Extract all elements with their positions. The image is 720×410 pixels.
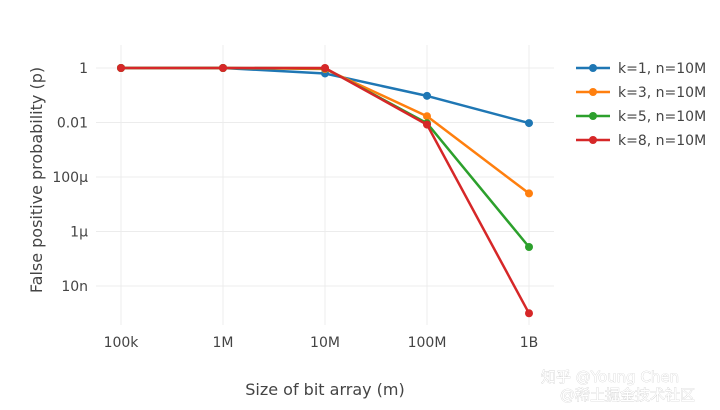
y-axis-ticks: 1 0.01 100μ 1μ 10n	[52, 61, 88, 295]
data-point	[423, 91, 431, 100]
data-point	[219, 64, 227, 72]
x-axis-ticks: 100k 1M 10M 100M 1B	[104, 335, 539, 351]
legend[interactable]: k=1, n=10M k=3, n=10M k=5, n=10M k=8, n=10M	[576, 61, 706, 149]
x-tick-label: 100M	[408, 335, 447, 351]
watermark-juejin: @稀土掘金技术社区	[560, 386, 695, 404]
legend-label: k=1, n=10M	[618, 61, 706, 77]
x-tick-label: 1M	[213, 335, 234, 351]
data-point	[525, 242, 533, 251]
y-tick-label: 1	[79, 61, 88, 77]
legend-item-1[interactable]: k=1, n=10M	[576, 61, 706, 77]
y-tick-label: 10n	[61, 279, 88, 295]
legend-item-3[interactable]: k=5, n=10M	[576, 109, 706, 125]
data-point	[117, 64, 125, 72]
data-point	[525, 189, 533, 198]
data-point	[525, 119, 533, 128]
legend-item-2[interactable]: k=3, n=10M	[576, 85, 706, 101]
data-point	[423, 120, 431, 129]
legend-swatch-marker	[589, 88, 597, 96]
watermark-zhihu: 知乎 @Young Chen	[541, 368, 679, 386]
x-tick-label: 1B	[520, 335, 539, 351]
data-point	[525, 309, 533, 318]
legend-swatch-marker	[589, 136, 597, 144]
y-tick-label: 0.01	[57, 116, 88, 132]
series-4	[117, 64, 533, 318]
legend-label: k=3, n=10M	[618, 85, 706, 101]
y-tick-label: 100μ	[52, 170, 88, 186]
x-tick-label: 100k	[104, 335, 140, 351]
y-tick-label: 1μ	[70, 225, 88, 241]
legend-label: k=5, n=10M	[618, 109, 706, 125]
legend-label: k=8, n=10M	[618, 133, 706, 149]
legend-swatch-marker	[589, 64, 597, 72]
grid	[96, 45, 554, 325]
data-point	[321, 64, 329, 72]
x-tick-label: 10M	[310, 335, 340, 351]
y-axis-title: False positive probability (p)	[27, 67, 46, 293]
x-axis-title: Size of bit array (m)	[245, 380, 405, 399]
legend-swatch-marker	[589, 112, 597, 120]
legend-item-4[interactable]: k=8, n=10M	[576, 133, 706, 149]
data-point	[423, 112, 431, 121]
series	[117, 64, 533, 318]
